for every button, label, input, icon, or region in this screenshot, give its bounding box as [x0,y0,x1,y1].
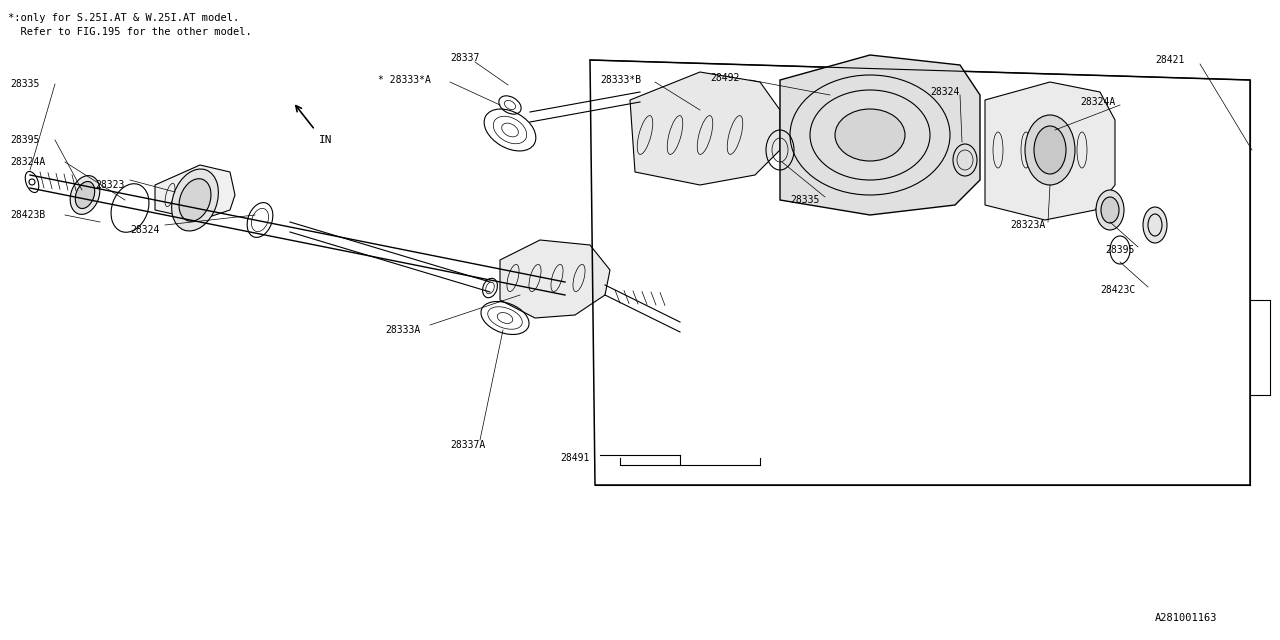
Ellipse shape [179,179,211,221]
Text: A281001163: A281001163 [1155,613,1217,623]
Text: 28337A: 28337A [451,440,485,450]
Text: * 28333*A: * 28333*A [378,75,431,85]
Ellipse shape [835,109,905,161]
Text: *:only for S.25I.AT & W.25I.AT model.: *:only for S.25I.AT & W.25I.AT model. [8,13,239,23]
Ellipse shape [1034,126,1066,174]
Text: 28324: 28324 [931,87,960,97]
Ellipse shape [1096,190,1124,230]
Text: 28323A: 28323A [1010,220,1046,230]
Text: 28491: 28491 [561,453,589,463]
Text: 28423C: 28423C [1100,285,1135,295]
Text: 28337: 28337 [451,53,480,63]
Polygon shape [500,240,611,318]
Text: 28324A: 28324A [10,157,45,167]
Text: IN: IN [319,135,333,145]
Text: 28335: 28335 [790,195,819,205]
Text: Refer to FIG.195 for the other model.: Refer to FIG.195 for the other model. [8,27,252,37]
Ellipse shape [70,175,100,214]
Text: 28335: 28335 [10,79,40,89]
Ellipse shape [172,169,219,231]
Text: 28395: 28395 [10,135,40,145]
Polygon shape [155,165,236,220]
Ellipse shape [1143,207,1167,243]
Text: 28323: 28323 [95,180,124,190]
Polygon shape [630,72,780,185]
Text: 28395: 28395 [1105,245,1134,255]
Polygon shape [986,82,1115,220]
Polygon shape [780,55,980,215]
Text: 28421: 28421 [1155,55,1184,65]
Ellipse shape [76,182,95,209]
Text: 28324A: 28324A [1080,97,1115,107]
Text: 28333*B: 28333*B [600,75,641,85]
Text: 28324: 28324 [131,225,160,235]
Text: 28492: 28492 [710,73,740,83]
Ellipse shape [1101,197,1119,223]
Text: 28423B: 28423B [10,210,45,220]
Text: 28333A: 28333A [385,325,420,335]
Ellipse shape [1025,115,1075,185]
